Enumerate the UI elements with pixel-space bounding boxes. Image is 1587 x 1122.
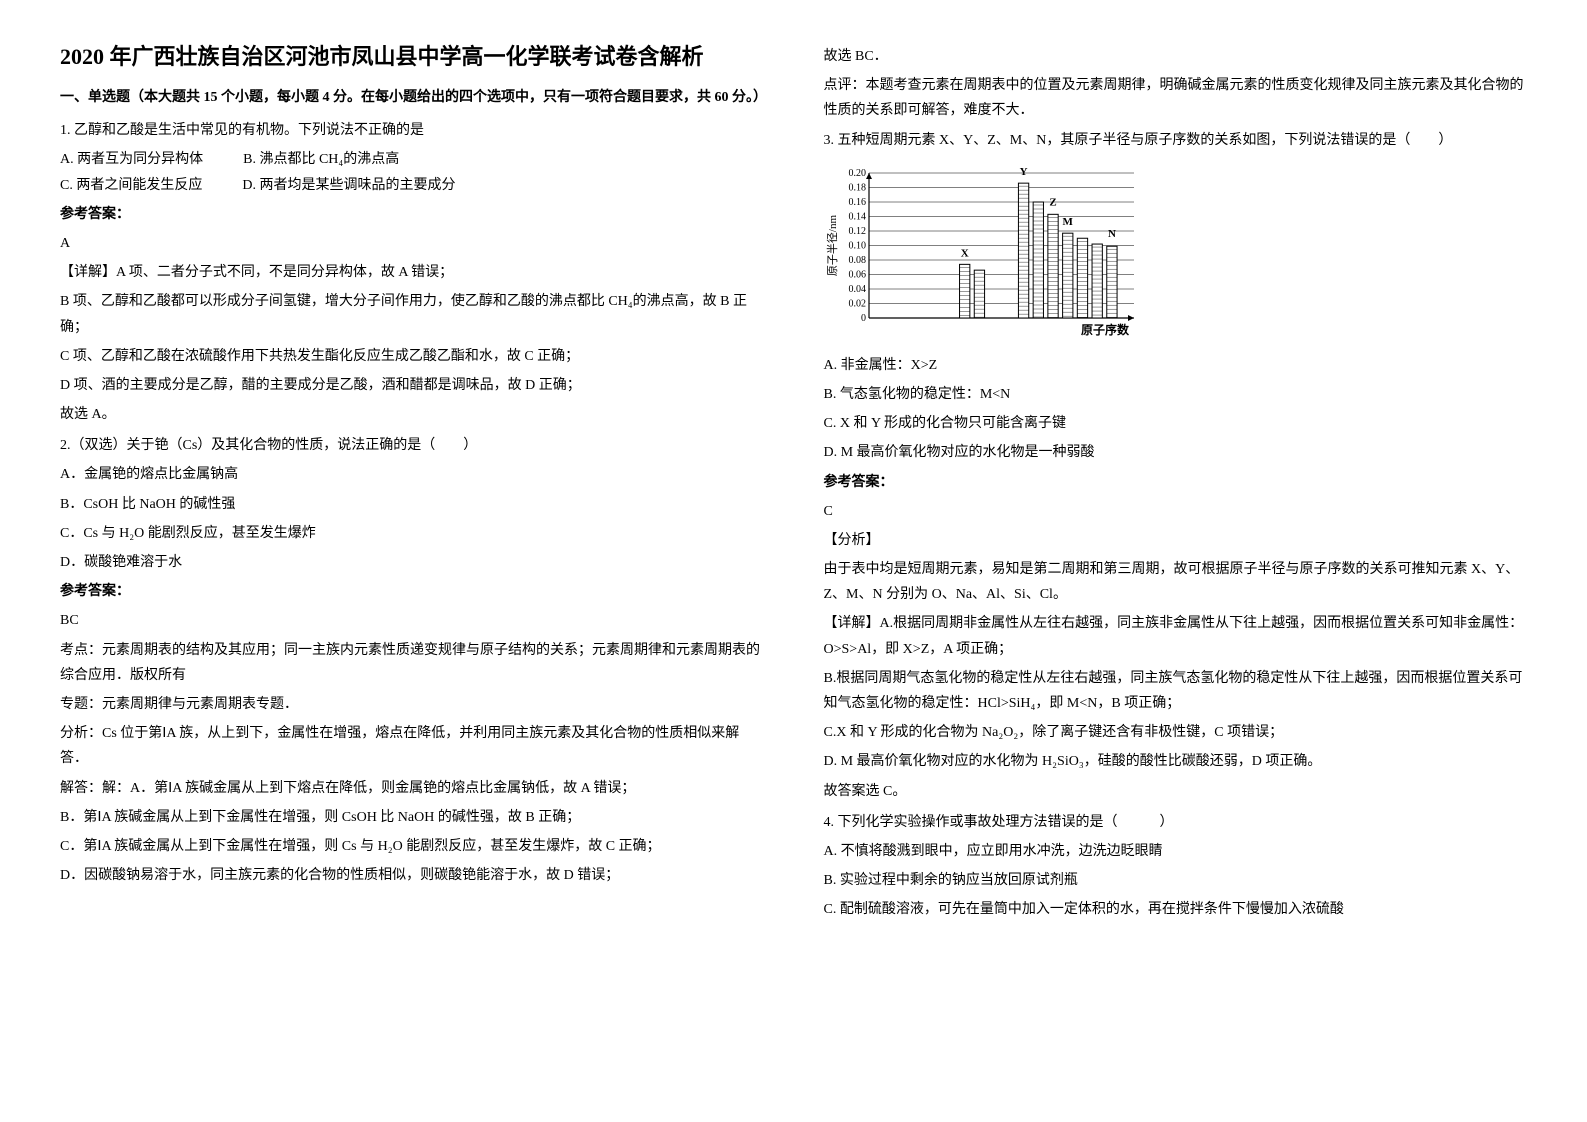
q3-answer: C bbox=[824, 499, 1528, 524]
q3-stem: 3. 五种短周期元素 X、Y、Z、M、N，其原子半径与原子序数的关系如图，下列说… bbox=[824, 128, 1528, 153]
svg-text:0.04: 0.04 bbox=[848, 284, 866, 295]
q1-answer-label: 参考答案： bbox=[60, 202, 764, 227]
q3-option-b: B. 气态氢化物的稳定性：M<N bbox=[824, 382, 1528, 407]
q4-stem: 4. 下列化学实验操作或事故处理方法错误的是（ ） bbox=[824, 810, 1528, 835]
svg-text:原子序数: 原子序数 bbox=[1080, 322, 1129, 337]
q1-option-d: D. 两者均是某些调味品的主要成分 bbox=[242, 173, 455, 198]
q1-option-b: B. 沸点都比 CH₄的沸点高 bbox=[243, 147, 399, 172]
q1-option-a: A. 两者互为同分异构体 bbox=[60, 147, 203, 172]
svg-text:0: 0 bbox=[861, 313, 866, 324]
svg-text:0.06: 0.06 bbox=[848, 269, 866, 280]
q4-option-b: B. 实验过程中剩余的钠应当放回原试剂瓶 bbox=[824, 868, 1528, 893]
q3-option-c: C. X 和 Y 形成的化合物只可能含离子键 bbox=[824, 411, 1528, 436]
q1-exp-4: D 项、酒的主要成分是乙醇，醋的主要成分是乙酸，酒和醋都是调味品，故 D 正确； bbox=[60, 373, 764, 398]
q1-exp-5: 故选 A。 bbox=[60, 402, 764, 427]
q1-row-ab: A. 两者互为同分异构体 B. 沸点都比 CH₄的沸点高 bbox=[60, 147, 764, 172]
q3-exp-4: C.X 和 Y 形成的化合物为 Na₂O₂，除了离子键还含有非极性键，C 项错误… bbox=[824, 720, 1528, 745]
q2-exp-5: B．第ⅠA 族碱金属从上到下金属性在增强，则 CsOH 比 NaOH 的碱性强，… bbox=[60, 805, 764, 830]
svg-text:0.18: 0.18 bbox=[848, 182, 866, 193]
svg-text:0.02: 0.02 bbox=[848, 298, 866, 309]
atomic-radius-chart: 0 0.02 0.04 0.06 0.08 0.10 0.12 0.14 0.16 0.18 0.2… bbox=[824, 163, 1144, 343]
svg-text:Y: Y bbox=[1019, 166, 1027, 178]
q3-exp-5: D. M 最高价氧化物对应的水化物为 H₂SiO₃，硅酸的酸性比碳酸还弱，D 项… bbox=[824, 749, 1528, 774]
q1-row-cd: C. 两者之间能发生反应 D. 两者均是某些调味品的主要成分 bbox=[60, 173, 764, 198]
q3-option-a: A. 非金属性：X>Z bbox=[824, 353, 1528, 378]
q2-tail-2: 点评：本题考查元素在周期表中的位置及元素周期律，明确碱金属元素的性质变化规律及同… bbox=[824, 73, 1528, 123]
q2-option-d: D．碳酸铯难溶于水 bbox=[60, 550, 764, 575]
question-2: 2.（双选）关于铯（Cs）及其化合物的性质，说法正确的是（ ） A．金属铯的熔点… bbox=[60, 433, 764, 888]
svg-text:0.16: 0.16 bbox=[848, 197, 866, 208]
svg-text:0.08: 0.08 bbox=[848, 255, 866, 266]
q4-option-a: A. 不慎将酸溅到眼中，应立即用水冲洗，边洗边眨眼睛 bbox=[824, 839, 1528, 864]
q2-exp-6: C．第ⅠA 族碱金属从上到下金属性在增强，则 Cs 与 H₂O 能剧烈反应，甚至… bbox=[60, 834, 764, 859]
q2-exp-2: 专题：元素周期律与元素周期表专题． bbox=[60, 692, 764, 717]
left-column: 2020 年广西壮族自治区河池市凤山县中学高一化学联考试卷含解析 一、单选题（本… bbox=[60, 40, 764, 929]
q3-exp-3: B.根据同周期气态氢化物的稳定性从左往右越强，同主族气态氢化物的稳定性从下往上越… bbox=[824, 666, 1528, 716]
q1-exp-2: B 项、乙醇和乙酸都可以形成分子间氢键，增大分子间作用力，使乙醇和乙酸的沸点都比… bbox=[60, 289, 764, 339]
q1-stem: 1. 乙醇和乙酸是生活中常见的有机物。下列说法不正确的是 bbox=[60, 118, 764, 143]
q2-tail-1: 故选 BC． bbox=[824, 44, 1528, 69]
q2-option-c: C．Cs 与 H₂O 能剧烈反应，甚至发生爆炸 bbox=[60, 521, 764, 546]
q2-answer-label: 参考答案： bbox=[60, 579, 764, 604]
q2-answer: BC bbox=[60, 608, 764, 633]
question-4: 4. 下列化学实验操作或事故处理方法错误的是（ ） A. 不慎将酸溅到眼中，应立… bbox=[824, 810, 1528, 923]
q2-exp-1: 考点：元素周期表的结构及其应用；同一主族内元素性质递变规律与原子结构的关系；元素… bbox=[60, 638, 764, 688]
q3-option-d: D. M 最高价氧化物对应的水化物是一种弱酸 bbox=[824, 440, 1528, 465]
q1-answer: A bbox=[60, 231, 764, 256]
q2-option-b: B．CsOH 比 NaOH 的碱性强 bbox=[60, 492, 764, 517]
q4-option-c: C. 配制硫酸溶液，可先在量筒中加入一定体积的水，再在搅拌条件下慢慢加入浓硫酸 bbox=[824, 897, 1528, 922]
svg-text:0.20: 0.20 bbox=[848, 168, 866, 179]
q2-exp-4: 解答：解：A．第ⅠA 族碱金属从上到下熔点在降低，则金属铯的熔点比金属钠低，故 … bbox=[60, 776, 764, 801]
q3-exp-6: 故答案选 C。 bbox=[824, 779, 1528, 804]
q3-exp-1: 由于表中均是短周期元素，易知是第二周期和第三周期，故可根据原子半径与原子序数的关… bbox=[824, 557, 1528, 607]
q2-exp-3: 分析：Cs 位于第ⅠA 族，从上到下，金属性在增强，熔点在降低，并利用同主族元素… bbox=[60, 721, 764, 771]
svg-text:M: M bbox=[1062, 216, 1073, 228]
q1-option-c: C. 两者之间能发生反应 bbox=[60, 173, 202, 198]
page: 2020 年广西壮族自治区河池市凤山县中学高一化学联考试卷含解析 一、单选题（本… bbox=[60, 40, 1527, 929]
q1-exp-1: 【详解】A 项、二者分子式不同，不是同分异构体，故 A 错误； bbox=[60, 260, 764, 285]
svg-text:0.10: 0.10 bbox=[848, 240, 866, 251]
section-1-header: 一、单选题（本大题共 15 个小题，每小题 4 分。在每小题给出的四个选项中，只… bbox=[60, 85, 764, 110]
right-column: 故选 BC． 点评：本题考查元素在周期表中的位置及元素周期律，明确碱金属元素的性… bbox=[824, 40, 1528, 929]
q1-exp-3: C 项、乙醇和乙酸在浓硫酸作用下共热发生酯化反应生成乙酸乙酯和水，故 C 正确； bbox=[60, 344, 764, 369]
exam-title: 2020 年广西壮族自治区河池市凤山县中学高一化学联考试卷含解析 bbox=[60, 40, 764, 73]
svg-text:原子半径/nm: 原子半径/nm bbox=[825, 214, 839, 276]
q3-answer-label: 参考答案： bbox=[824, 470, 1528, 495]
question-3: 3. 五种短周期元素 X、Y、Z、M、N，其原子半径与原子序数的关系如图，下列说… bbox=[824, 128, 1528, 804]
svg-text:X: X bbox=[960, 247, 968, 259]
svg-text:0.14: 0.14 bbox=[848, 211, 866, 222]
svg-text:Z: Z bbox=[1049, 196, 1056, 208]
q2-stem: 2.（双选）关于铯（Cs）及其化合物的性质，说法正确的是（ ） bbox=[60, 433, 764, 458]
question-1: 1. 乙醇和乙酸是生活中常见的有机物。下列说法不正确的是 A. 两者互为同分异构… bbox=[60, 118, 764, 427]
q2-option-a: A．金属铯的熔点比金属钠高 bbox=[60, 462, 764, 487]
q3-exp-2: 【详解】A.根据同周期非金属性从左往右越强，同主族非金属性从下往上越强，因而根据… bbox=[824, 611, 1528, 661]
q2-exp-7: D．因碳酸钠易溶于水，同主族元素的化合物的性质相似，则碳酸铯能溶于水，故 D 错… bbox=[60, 863, 764, 888]
svg-text:N: N bbox=[1107, 228, 1115, 240]
svg-text:0.12: 0.12 bbox=[848, 226, 866, 237]
q3-exp-h: 【分析】 bbox=[824, 528, 1528, 553]
